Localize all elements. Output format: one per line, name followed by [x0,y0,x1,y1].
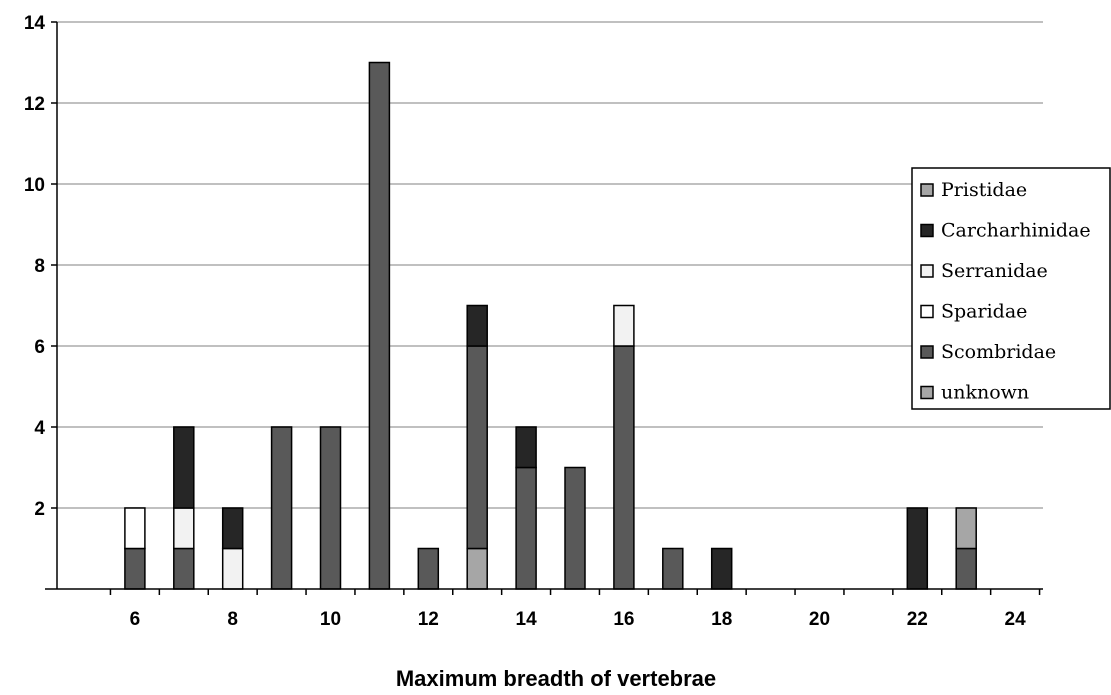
legend-label: Serranidae [941,260,1048,282]
bar-segment-carcharhinidae [173,426,195,509]
bar-segment-scombridae [173,547,195,590]
x-tick-label: 16 [613,609,634,630]
bar-segment-scombridae [564,466,586,590]
bar-segment-scombridae [270,426,293,590]
x-tick-label: 6 [130,609,141,630]
bar-segment-scombridae [466,345,488,550]
y-tick-label: 12 [24,94,45,115]
x-tick-label: 20 [809,609,830,630]
legend-swatch [920,183,934,197]
x-tick-label: 24 [1005,609,1027,630]
bar-segment-scombridae [613,345,635,590]
legend: Pristidae Carcharhinidae Serranidae Sparida… [911,167,1111,410]
bar-segment-pristidae [955,507,977,550]
x-tick-label: 22 [907,609,928,630]
y-tick-label: 6 [34,337,45,358]
legend-swatch [920,264,934,278]
y-tick-label: 4 [34,418,45,439]
y-tick-label: 14 [24,13,46,34]
legend-label: unknown [941,382,1029,404]
legend-swatch [920,345,934,359]
bar-segment-scombridae [662,547,684,590]
legend-label: Sparidae [941,301,1027,323]
bar-segment-carcharhinidae [906,507,929,590]
bar-segment-serranidae [613,304,635,347]
gridlines [57,21,1043,509]
y-tick-label: 8 [34,256,45,277]
bar-segment-scombridae [417,547,440,590]
bars [124,61,977,590]
bar-segment-carcharhinidae [221,507,244,550]
x-tick-labels: 6 8 10 12 14 16 18 20 22 24 [109,589,1041,630]
y-tick-label: 2 [34,499,45,520]
x-tick-label: 18 [711,609,732,630]
y-tick-labels: 2 4 6 8 10 12 14 [24,13,57,520]
legend-box [911,167,1111,410]
y-tick-label: 10 [24,175,45,196]
bar-segment-unknown [466,547,488,590]
legend-label: Pristidae [941,179,1027,201]
bar-segment-scombridae [124,547,146,590]
bar-segment-scombridae [319,426,342,590]
bar-segment-carcharhinidae [466,304,488,347]
bar-segment-carcharhinidae [515,426,537,469]
bar-segment-scombridae [955,547,977,590]
bar-segment-serranidae [173,507,195,550]
bar-segment-serranidae [221,547,244,590]
x-axis-title: Maximum breadth of vertebrae [396,666,716,691]
axes [45,22,1043,590]
bar-segment-carcharhinidae [710,547,733,590]
bar-segment-scombridae [368,61,391,590]
x-tick-label: 12 [418,609,439,630]
legend-swatch [920,223,934,238]
x-tick-label: 14 [516,609,538,630]
bar-segment-scombridae [515,466,537,590]
bar-segment-sparidae [124,507,146,550]
x-tick-label: 8 [227,609,238,630]
legend-label: Scombridae [941,341,1056,363]
x-tick-label: 10 [320,609,341,630]
legend-swatch [920,385,934,400]
legend-swatch [920,304,934,319]
legend-label: Carcharhinidae [941,220,1091,242]
